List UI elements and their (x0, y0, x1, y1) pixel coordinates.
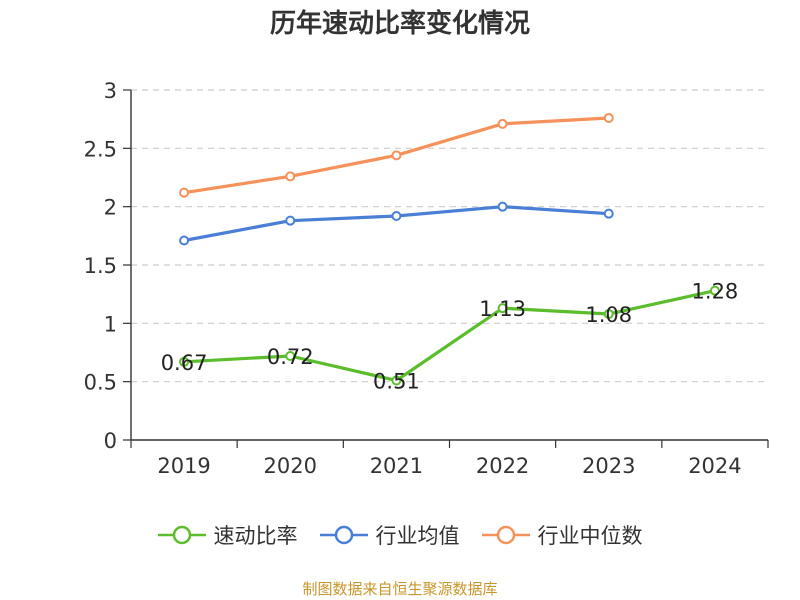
x-tick-label: 2019 (157, 454, 210, 478)
y-tick-label: 1 (104, 312, 117, 336)
data-point (603, 208, 614, 219)
data-label: 1.28 (692, 280, 739, 304)
series-line (183, 289, 716, 383)
x-tick-label: 2020 (264, 454, 317, 478)
data-label: 1.13 (479, 297, 526, 321)
data-label: 0.51 (373, 370, 420, 394)
x-tick-label: 2022 (476, 454, 529, 478)
y-tick-label: 2 (104, 196, 117, 220)
data-point (603, 309, 614, 319)
gridlines (131, 89, 768, 383)
legend-label: 速动比率 (213, 524, 298, 548)
data-point (603, 113, 614, 123)
data-label: 1.08 (585, 303, 632, 327)
legend-label: 行业均值 (375, 524, 460, 548)
data-point (391, 150, 402, 161)
legend-line-icon (157, 525, 206, 545)
data-point (285, 171, 296, 182)
y-tick-label: 2.5 (84, 137, 117, 161)
data-point (179, 187, 190, 198)
data-point (497, 118, 508, 129)
y-tick-label: 1.5 (84, 254, 117, 278)
data-point (709, 285, 720, 296)
axes (123, 89, 769, 448)
data-point (285, 215, 296, 226)
series-points (179, 113, 720, 386)
source-note: 制图数据来自恒生聚源数据库 (302, 580, 498, 598)
legend-label: 行业中位数 (537, 524, 643, 548)
data-label: 0.72 (267, 345, 314, 369)
data-point (285, 351, 296, 361)
data-point (179, 356, 190, 367)
x-tick-label: 2021 (370, 454, 423, 478)
data-point (497, 303, 508, 314)
data-point (179, 235, 190, 246)
data-point (497, 201, 508, 212)
x-tick-label: 2024 (688, 454, 741, 478)
series-lines (183, 116, 716, 383)
y-tick-label: 0 (104, 429, 117, 453)
legend-item[interactable]: 行业均值 (319, 520, 460, 550)
legend: 速动比率 行业均值 行业中位数 (0, 520, 800, 550)
data-labels: 0.67 0.72 0.51 1.13 1.08 1.28 (161, 280, 739, 394)
legend-item[interactable]: 行业中位数 (481, 520, 643, 550)
data-point (391, 211, 402, 221)
legend-item[interactable]: 速动比率 (157, 520, 298, 550)
y-tick-label: 0.5 (84, 371, 117, 395)
chart-title: 历年速动比率变化情况 (269, 9, 530, 39)
x-tick-label: 2023 (582, 454, 635, 478)
legend-line-icon (481, 525, 530, 545)
legend-line-icon (319, 525, 368, 545)
y-tick-label: 3 (104, 79, 117, 103)
data-point (391, 375, 402, 386)
data-label: 0.67 (161, 351, 208, 375)
